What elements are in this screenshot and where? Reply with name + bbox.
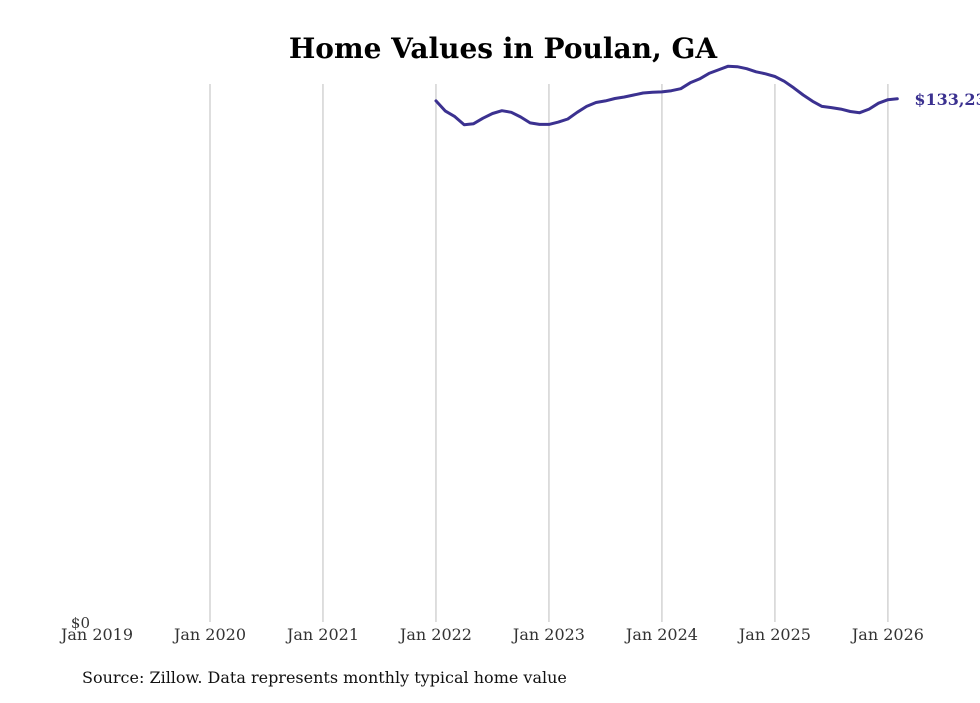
x-tick-label: Jan 2026: [850, 625, 924, 644]
y-axis: $0: [71, 614, 90, 632]
chart-title: Home Values in Poulan, GA: [288, 32, 718, 65]
annotations: $133,236: [914, 90, 980, 109]
y-tick-label: $0: [71, 614, 90, 632]
x-axis: Jan 2019 Jan 2020 Jan 2021 Jan 2022 Jan 2023…: [59, 625, 924, 644]
x-tick-label: Jan 2025: [737, 625, 811, 644]
end-value-label: $133,236: [914, 90, 980, 109]
gridlines: [209, 84, 889, 622]
x-tick-label: Jan 2019: [59, 625, 133, 644]
source-note: Source: Zillow. Data represents monthly …: [82, 668, 567, 687]
x-tick-label: Jan 2020: [172, 625, 246, 644]
x-tick-label: Jan 2023: [511, 625, 585, 644]
series-layer: [434, 64, 899, 127]
x-tick-label: Jan 2021: [285, 625, 359, 644]
x-tick-label: Jan 2022: [398, 625, 472, 644]
x-tick-label: Jan 2024: [624, 625, 698, 644]
series-line: [434, 64, 899, 127]
